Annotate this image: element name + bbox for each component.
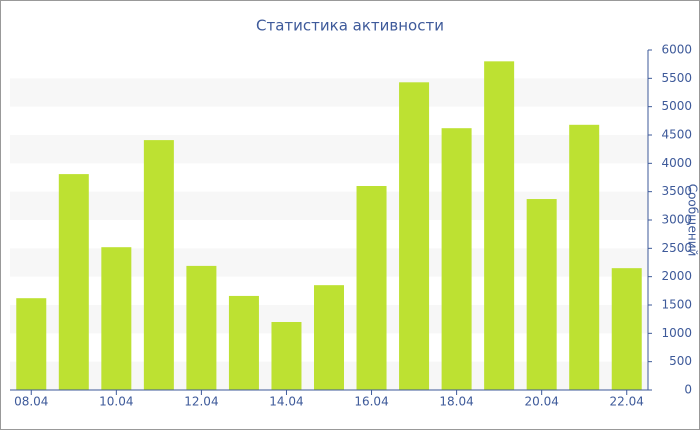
- y-tick-label: 4000: [661, 156, 692, 170]
- chart-title: Статистика активности: [256, 17, 444, 35]
- x-tick-label: 12.04: [184, 395, 218, 409]
- y-tick-label: 5000: [661, 99, 692, 113]
- bar: [16, 298, 47, 390]
- y-tick-label: 5500: [661, 71, 692, 85]
- bar: [314, 285, 344, 390]
- y-tick-label: 1000: [661, 326, 692, 340]
- x-tick-label: 18.04: [439, 395, 473, 409]
- x-tick-label: 22.04: [610, 395, 644, 409]
- bar: [611, 268, 642, 390]
- bar: [399, 82, 430, 391]
- bar: [186, 265, 217, 390]
- bar: [569, 124, 600, 391]
- grid-band: [10, 135, 648, 164]
- bar: [484, 61, 515, 390]
- grid-band: [10, 78, 648, 107]
- x-tick-label: 16.04: [354, 395, 388, 409]
- y-tick-label: 2000: [661, 269, 692, 283]
- bar: [58, 174, 89, 390]
- x-tick-label: 10.04: [99, 395, 133, 409]
- bar: [356, 186, 387, 390]
- x-tick-label: 20.04: [524, 395, 558, 409]
- x-tick-label: 14.04: [269, 395, 303, 409]
- bar: [228, 295, 259, 390]
- y-tick-label: 0: [684, 383, 692, 397]
- y-tick-label: 4500: [661, 128, 692, 142]
- bar: [271, 322, 302, 390]
- bar: [143, 140, 174, 390]
- y-tick-label: 2500: [661, 241, 692, 255]
- x-tick-label: 08.04: [14, 395, 48, 409]
- y-tick-label: 3000: [661, 213, 692, 227]
- y-tick-label: 1500: [661, 298, 692, 312]
- y-tick-label: 3500: [661, 184, 692, 198]
- bar: [441, 128, 472, 390]
- bar: [101, 247, 132, 390]
- y-axis-label: Сообщений: [686, 184, 700, 257]
- y-tick-label: 6000: [661, 43, 692, 57]
- bar: [526, 199, 557, 390]
- y-tick-label: 500: [669, 354, 692, 368]
